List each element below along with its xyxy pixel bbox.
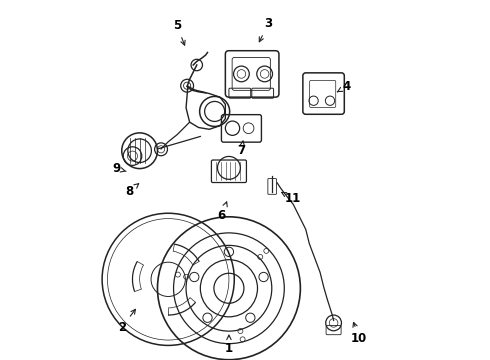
Text: 8: 8 bbox=[125, 184, 139, 198]
Text: 11: 11 bbox=[282, 192, 301, 206]
Text: 6: 6 bbox=[218, 202, 227, 221]
Text: 9: 9 bbox=[112, 162, 126, 175]
Text: 1: 1 bbox=[225, 335, 233, 355]
Text: 4: 4 bbox=[337, 80, 351, 93]
Text: 2: 2 bbox=[118, 309, 135, 334]
Text: 7: 7 bbox=[237, 141, 245, 157]
Text: 3: 3 bbox=[259, 17, 272, 42]
Text: 10: 10 bbox=[351, 323, 368, 345]
Text: 5: 5 bbox=[173, 19, 185, 45]
